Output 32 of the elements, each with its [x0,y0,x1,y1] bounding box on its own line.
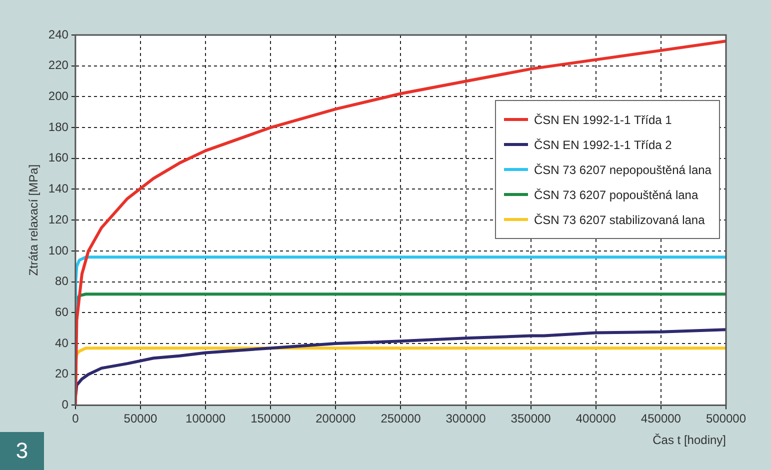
x-tick-label: 500000 [706,412,746,426]
y-tick-label: 200 [48,89,69,104]
x-tick-label: 250000 [380,412,422,426]
x-tick-label: 300000 [446,412,486,426]
legend-label: ČSN 73 6207 popouštěná lana [534,188,698,202]
legend-label: ČSN 73 6207 nepopouštěná lana [534,162,712,176]
y-tick-label: 160 [48,150,69,165]
x-tick-label: 100000 [186,412,226,426]
x-tick-label: 350000 [510,412,552,426]
y-axis-title: Ztráta relaxací [MPa] [26,164,41,276]
y-tick-label: 220 [48,58,69,72]
y-tick-label: 240 [48,27,69,42]
x-tick-label: 450000 [640,412,682,426]
y-tick-label: 140 [48,182,69,196]
x-tick-label: 50000 [124,412,158,426]
legend-label: ČSN 73 6207 stabilizovaná lana [534,212,705,226]
y-tick-label: 20 [55,366,69,381]
y-tick-label: 0 [62,398,69,412]
x-axis-title: Čas t [hodiny] [652,433,726,448]
y-tick-label: 60 [55,304,69,319]
y-tick-label: 120 [48,212,69,226]
y-tick-label: 100 [48,243,69,258]
x-tick-label: 0 [72,412,80,426]
x-tick-label: 400000 [576,412,616,426]
y-tick-label: 180 [48,120,69,134]
y-tick-label: 40 [55,336,69,350]
text: 3 [0,432,44,470]
legend-label: ČSN EN 1992-1-1 Třída 2 [534,138,672,152]
legend-label: ČSN EN 1992-1-1 Třída 1 [534,112,672,126]
x-tick-label: 200000 [316,412,356,426]
y-tick-label: 80 [55,274,69,288]
x-tick-label: 150000 [250,412,291,426]
